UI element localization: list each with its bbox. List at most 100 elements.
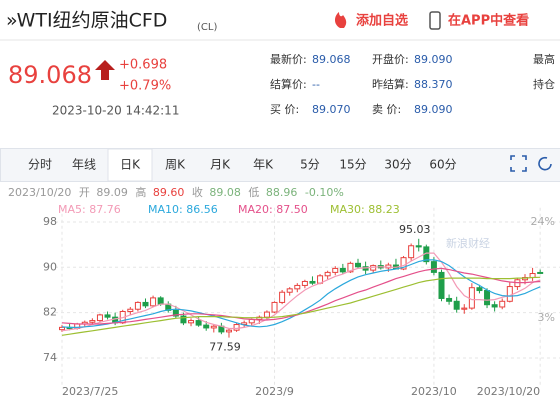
tabs: 分时 年线 日K 周K 月K 年K 5分 15分 30分 60分 bbox=[28, 148, 457, 182]
candle-body bbox=[195, 320, 202, 326]
y-tick-label: 74 bbox=[43, 351, 57, 364]
x-tick-label: 2023/10/20 bbox=[477, 385, 540, 398]
candle-body bbox=[150, 297, 157, 307]
chart-tab[interactable]: 月K bbox=[210, 158, 231, 172]
ohlc-value: 89.60 bbox=[153, 186, 185, 199]
field-label: 最新价: bbox=[270, 52, 307, 66]
open-app-button[interactable]: 在APP中查看 bbox=[448, 13, 529, 29]
field-label: 昨结算: bbox=[372, 77, 409, 91]
field-value: 89.070 bbox=[312, 103, 351, 116]
candle-body bbox=[271, 301, 278, 313]
quote-time: 2023-10-20 14:42:11 bbox=[52, 104, 179, 118]
candle-body bbox=[233, 324, 240, 331]
extreme-label: 77.59 bbox=[209, 341, 241, 354]
candle-body bbox=[491, 304, 498, 308]
symbol-code: (CL) bbox=[197, 22, 217, 33]
info-change: -0.10% bbox=[305, 186, 344, 199]
legend-entry: MA20: 87.50 bbox=[238, 203, 308, 216]
candle-body bbox=[96, 314, 103, 322]
candle-body bbox=[142, 301, 149, 307]
candle-body bbox=[286, 288, 293, 293]
candle-body bbox=[400, 257, 407, 270]
candle-body bbox=[294, 284, 301, 290]
candle-body bbox=[225, 329, 232, 333]
x-tick-label: 2023/9 bbox=[255, 385, 294, 398]
candlestick-chart: 新浪财经 74 82 90 98 24% 3% 2023/7/25 2023/9 2023/10 2… bbox=[43, 203, 560, 398]
chart-tab[interactable]: 30分 bbox=[384, 158, 411, 172]
field-label: 最高 bbox=[533, 52, 555, 66]
field-label: 开盘价: bbox=[372, 52, 409, 66]
field-value: 88.370 bbox=[414, 78, 453, 91]
ohlc-value: 89.09 bbox=[96, 186, 128, 199]
watermark: 新浪财经 bbox=[446, 236, 490, 250]
candle-body bbox=[438, 271, 445, 299]
candle-body bbox=[408, 245, 415, 259]
chart-tab[interactable]: 日K bbox=[120, 158, 141, 172]
candle-body bbox=[453, 300, 460, 310]
y-tick-label: 98 bbox=[43, 215, 57, 228]
y2-tick-label: 3% bbox=[538, 311, 555, 324]
selected-tab-bg bbox=[107, 148, 153, 182]
refresh-icon[interactable] bbox=[538, 156, 552, 171]
candle-body bbox=[537, 271, 544, 274]
x-tick-label: 2023/7/25 bbox=[62, 385, 118, 398]
field-label: 卖 价: bbox=[372, 103, 401, 116]
candle-body bbox=[263, 311, 270, 318]
field-value: 89.068 bbox=[312, 53, 351, 66]
ohlc-label: 开 bbox=[79, 186, 90, 199]
y-tick-label: 90 bbox=[43, 260, 57, 273]
candle-body bbox=[157, 297, 164, 305]
field-label: 买 价: bbox=[270, 103, 299, 116]
ma-line bbox=[61, 267, 541, 325]
chart-tab[interactable]: 年K bbox=[253, 158, 274, 172]
candle-body bbox=[468, 287, 475, 309]
price-change-pct: +0.79% bbox=[119, 79, 171, 94]
candle-body bbox=[446, 297, 453, 302]
candle-body bbox=[339, 267, 346, 273]
candle-body bbox=[210, 325, 217, 329]
ohlc-value: 88.96 bbox=[266, 186, 298, 199]
candle-body bbox=[59, 326, 65, 331]
field-label: 结算价: bbox=[270, 77, 307, 91]
chart-tab[interactable]: 15分 bbox=[339, 158, 366, 172]
candle-body bbox=[461, 307, 468, 310]
extreme-label: 95.03 bbox=[399, 223, 431, 236]
y2-tick-label: 24% bbox=[531, 215, 555, 228]
candle-body bbox=[301, 280, 308, 286]
chart-tab[interactable]: 60分 bbox=[429, 158, 456, 172]
candle-body bbox=[309, 280, 316, 284]
y-tick-label: 82 bbox=[43, 306, 57, 319]
flame-icon bbox=[335, 12, 347, 28]
candle-body bbox=[89, 320, 96, 323]
chart-tab[interactable]: 周K bbox=[165, 158, 186, 172]
candle-body bbox=[415, 245, 422, 248]
tab-bar bbox=[0, 148, 560, 182]
phone-icon bbox=[429, 11, 441, 30]
candle-body bbox=[104, 314, 111, 318]
candle-body bbox=[347, 262, 354, 273]
candle-body bbox=[476, 287, 483, 292]
ohlc-value: 89.08 bbox=[209, 186, 241, 199]
field-value: 89.090 bbox=[414, 103, 453, 116]
candle-body bbox=[134, 301, 141, 310]
x-tick-label: 2023/10 bbox=[411, 385, 457, 398]
candle-body bbox=[355, 262, 362, 268]
add-watch-button[interactable]: 添加自选 bbox=[356, 13, 408, 29]
ohlc-info: 2023/10/20 开 89.09 高 89.60 收 89.08 低 88.… bbox=[8, 185, 344, 199]
candle-body bbox=[203, 324, 210, 329]
ohlc-label: 低 bbox=[248, 186, 259, 199]
chart-tab[interactable]: 年线 bbox=[72, 158, 96, 172]
page-title: »WTI纽约原油CFD bbox=[6, 10, 167, 32]
price-change: +0.698 bbox=[119, 58, 167, 73]
fullscreen-icon[interactable] bbox=[510, 155, 527, 172]
chart-tab[interactable]: 5分 bbox=[300, 158, 320, 172]
ma-line bbox=[61, 259, 541, 328]
candle-body bbox=[324, 271, 331, 277]
legend-entry: MA5: 87.76 bbox=[58, 203, 121, 216]
chart-tab[interactable]: 分时 bbox=[28, 158, 52, 172]
candle-body bbox=[430, 261, 437, 273]
candle-body bbox=[499, 300, 506, 308]
